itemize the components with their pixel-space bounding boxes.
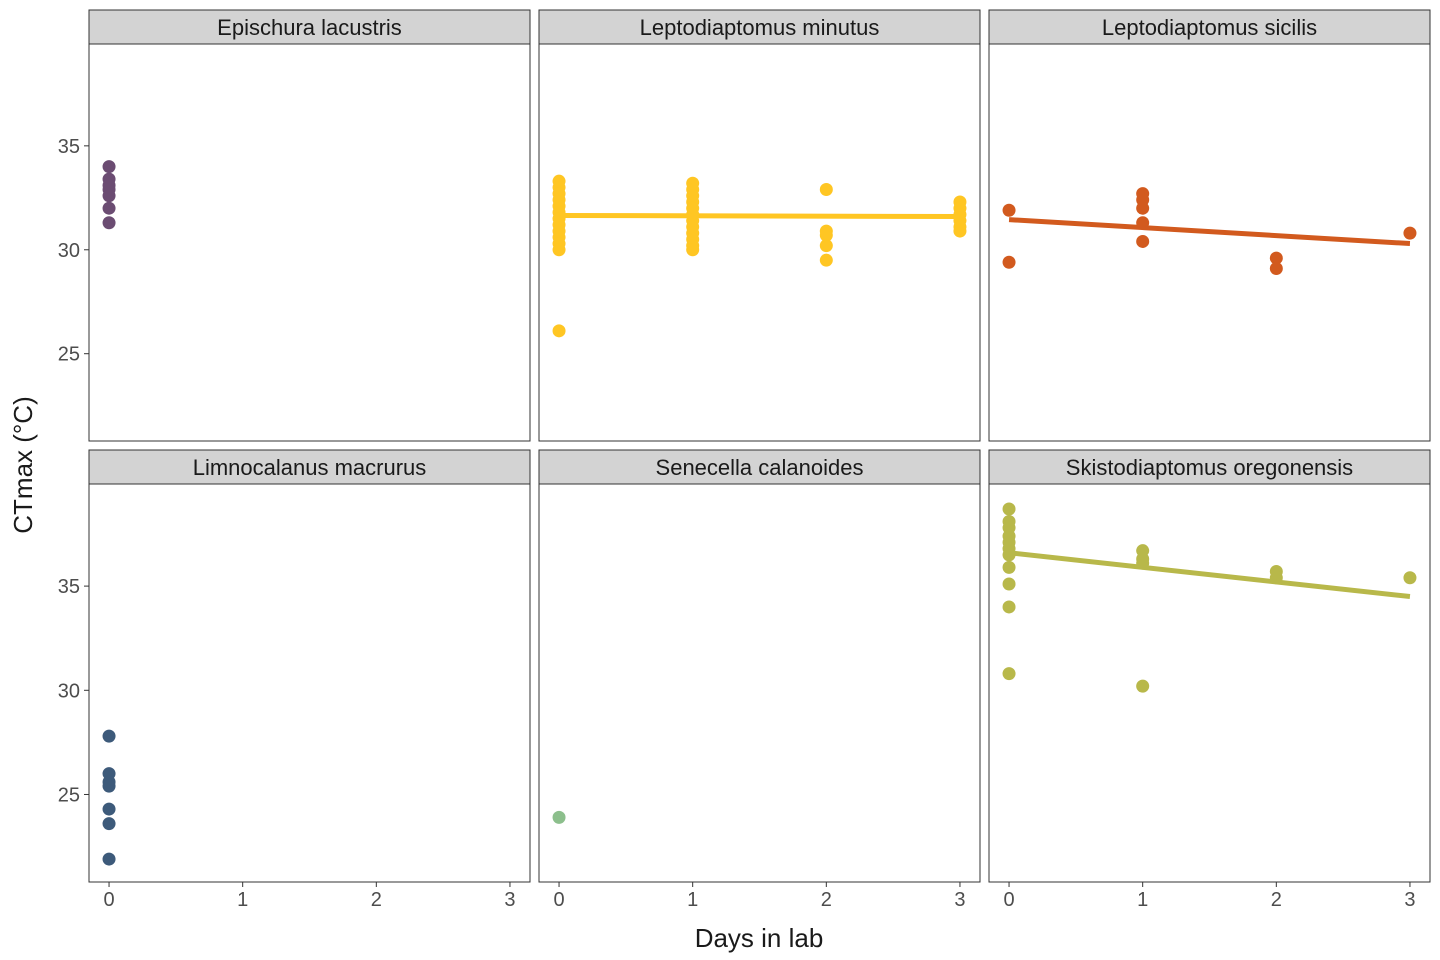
y-tick-label-0-35: 35 (58, 136, 80, 158)
x-axis-title: Days in lab (695, 923, 824, 953)
x-tick-label-2-2: 2 (1271, 889, 1282, 911)
strip-skistodiaptomus-oregonensis (988, 449, 1431, 485)
strip-label-senecella-calanoides: Senecella calanoides (656, 455, 864, 480)
strip-limnocalanus-macrurus (88, 449, 531, 485)
point-leptodiaptomus-minutus-28 (819, 239, 833, 253)
point-leptodiaptomus-sicilis-6 (1136, 234, 1150, 248)
point-skistodiaptomus-oregonensis-0 (1002, 502, 1016, 516)
y-axes: 25 30 35 25 30 35 (58, 136, 89, 806)
strip-senecella-calanoides (538, 449, 981, 485)
point-limnocalanus-macrurus-5 (102, 817, 116, 831)
x-axes: 0 1 2 3 0 1 2 3 0 1 2 3 (103, 882, 1416, 911)
point-leptodiaptomus-minutus-27 (819, 228, 833, 242)
x-tick-label-0-3: 3 (504, 889, 515, 911)
y-tick-label-1-35: 35 (58, 576, 80, 598)
strip-label-leptodiaptomus-sicilis: Leptodiaptomus sicilis (1102, 15, 1317, 40)
panel-senecella-calanoides: Senecella calanoides (538, 449, 981, 883)
point-leptodiaptomus-minutus-35 (953, 224, 967, 238)
point-limnocalanus-macrurus-6 (102, 852, 116, 866)
x-tick-label-2-3: 3 (1404, 889, 1415, 911)
x-tick-label-0-2: 2 (371, 889, 382, 911)
point-leptodiaptomus-minutus-24 (686, 243, 700, 257)
point-epischura-lacustris-6 (102, 216, 116, 230)
point-leptodiaptomus-sicilis-0 (1002, 203, 1016, 217)
point-epischura-lacustris-5 (102, 201, 116, 215)
strip-label-skistodiaptomus-oregonensis: Skistodiaptomus oregonensis (1066, 455, 1353, 480)
y-tick-label-1-30: 30 (58, 680, 80, 702)
x-tick-label-2-1: 1 (1137, 889, 1148, 911)
point-limnocalanus-macrurus-0 (102, 729, 116, 743)
point-leptodiaptomus-sicilis-7 (1269, 251, 1283, 265)
x-tick-label-1-1: 1 (687, 889, 698, 911)
strip-leptodiaptomus-sicilis (988, 9, 1431, 45)
point-skistodiaptomus-oregonensis-10 (1002, 667, 1016, 681)
points-limnocalanus-macrurus (102, 729, 116, 866)
panel-border-skistodiaptomus-oregonensis (988, 483, 1431, 883)
panel-leptodiaptomus-sicilis: Leptodiaptomus sicilis (988, 9, 1431, 442)
x-tick-label-0-0: 0 (103, 889, 114, 911)
point-skistodiaptomus-oregonensis-7 (1002, 560, 1016, 574)
point-skistodiaptomus-oregonensis-9 (1002, 600, 1016, 614)
trend-line-leptodiaptomus-minutus (559, 212, 960, 220)
y-axis-title: CTmax (°C) (8, 396, 38, 534)
x-tick-label-2-0: 0 (1003, 889, 1014, 911)
point-leptodiaptomus-minutus-25 (819, 182, 833, 196)
point-leptodiaptomus-minutus-11 (552, 243, 566, 257)
point-skistodiaptomus-oregonensis-17 (1403, 571, 1417, 585)
y-tick-label-1-25: 25 (58, 784, 80, 806)
x-tick-label-1-2: 2 (821, 889, 832, 911)
x-tick-label-0-1: 1 (237, 889, 248, 911)
panel-border-senecella-calanoides (538, 483, 981, 883)
point-leptodiaptomus-minutus-12 (552, 324, 566, 338)
x-tick-label-1-3: 3 (954, 889, 965, 911)
panel-border-limnocalanus-macrurus (88, 483, 531, 883)
points-senecella-calanoides (552, 810, 566, 824)
point-skistodiaptomus-oregonensis-14 (1136, 679, 1150, 693)
strip-epischura-lacustris (88, 9, 531, 45)
point-leptodiaptomus-sicilis-9 (1403, 226, 1417, 240)
strip-label-limnocalanus-macrurus: Limnocalanus macrurus (193, 455, 427, 480)
point-leptodiaptomus-sicilis-1 (1002, 255, 1016, 269)
point-epischura-lacustris-4 (102, 189, 116, 203)
points-epischura-lacustris (102, 160, 116, 230)
trend-line-leptodiaptomus-sicilis (1008, 217, 1411, 247)
panel-border-leptodiaptomus-minutus (538, 43, 981, 442)
point-leptodiaptomus-sicilis-4 (1136, 201, 1150, 215)
panel-limnocalanus-macrurus: Limnocalanus macrurus (88, 449, 531, 883)
point-senecella-calanoides-0 (552, 810, 566, 824)
y-tick-label-0-30: 30 (58, 240, 80, 262)
panel-skistodiaptomus-oregonensis: Skistodiaptomus oregonensis (988, 449, 1431, 883)
strip-label-epischura-lacustris: Epischura lacustris (217, 15, 402, 40)
strip-label-leptodiaptomus-minutus: Leptodiaptomus minutus (640, 15, 880, 40)
point-limnocalanus-macrurus-4 (102, 802, 116, 816)
point-leptodiaptomus-sicilis-8 (1269, 261, 1283, 275)
point-limnocalanus-macrurus-3 (102, 779, 116, 793)
panel-border-epischura-lacustris (88, 43, 531, 442)
point-leptodiaptomus-minutus-29 (819, 253, 833, 267)
point-epischura-lacustris-0 (102, 160, 116, 174)
facet-panels: Epischura lacustris Leptodiaptomus minutu… (88, 9, 1431, 883)
y-tick-label-0-25: 25 (58, 344, 80, 366)
trend-line-skistodiaptomus-oregonensis (1008, 550, 1411, 600)
x-tick-label-1-0: 0 (553, 889, 564, 911)
panel-epischura-lacustris: Epischura lacustris (88, 9, 531, 442)
panel-leptodiaptomus-minutus: Leptodiaptomus minutus (538, 9, 981, 442)
point-skistodiaptomus-oregonensis-8 (1002, 577, 1016, 591)
